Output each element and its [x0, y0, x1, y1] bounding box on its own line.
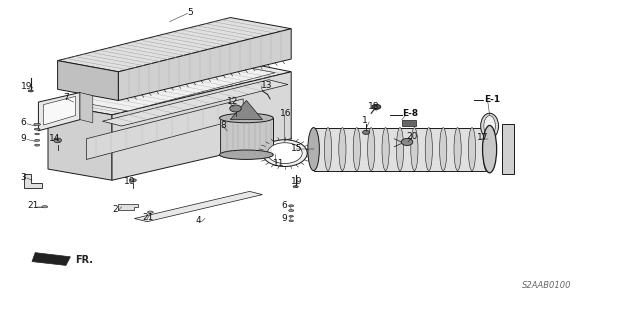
Ellipse shape — [220, 150, 273, 160]
Polygon shape — [48, 104, 112, 180]
Text: 21: 21 — [27, 201, 38, 210]
Text: 14: 14 — [49, 134, 60, 143]
Ellipse shape — [411, 128, 418, 171]
Ellipse shape — [289, 210, 294, 211]
Ellipse shape — [308, 128, 319, 171]
Text: FR.: FR. — [75, 255, 93, 265]
Ellipse shape — [54, 138, 61, 143]
Polygon shape — [38, 93, 80, 131]
Text: 20: 20 — [406, 132, 418, 141]
Polygon shape — [102, 80, 288, 126]
Text: 18: 18 — [368, 102, 380, 111]
Ellipse shape — [454, 128, 461, 171]
Polygon shape — [80, 93, 93, 123]
Ellipse shape — [367, 128, 375, 171]
Polygon shape — [118, 29, 291, 100]
Text: E-1: E-1 — [484, 95, 500, 104]
Ellipse shape — [483, 125, 497, 173]
Ellipse shape — [372, 104, 381, 109]
Ellipse shape — [230, 105, 241, 112]
Polygon shape — [118, 204, 138, 210]
Ellipse shape — [401, 138, 413, 145]
Text: 1: 1 — [362, 116, 367, 125]
Polygon shape — [70, 62, 275, 111]
Ellipse shape — [425, 128, 433, 171]
Text: 3: 3 — [20, 173, 26, 182]
Polygon shape — [112, 72, 291, 180]
Polygon shape — [230, 100, 262, 120]
Ellipse shape — [147, 211, 153, 213]
Ellipse shape — [353, 128, 360, 171]
Polygon shape — [58, 18, 291, 72]
Ellipse shape — [42, 206, 48, 208]
Text: 5: 5 — [188, 8, 193, 17]
Polygon shape — [402, 120, 416, 126]
Ellipse shape — [339, 128, 346, 171]
Ellipse shape — [28, 90, 33, 92]
Polygon shape — [314, 128, 486, 171]
Text: 4: 4 — [195, 216, 201, 225]
Ellipse shape — [310, 128, 317, 171]
Ellipse shape — [35, 133, 40, 135]
Ellipse shape — [483, 128, 490, 171]
Text: 2: 2 — [112, 205, 118, 214]
Text: 6: 6 — [282, 201, 287, 210]
Text: 19: 19 — [291, 177, 303, 186]
Text: 6: 6 — [20, 118, 26, 127]
Ellipse shape — [35, 144, 40, 146]
Ellipse shape — [396, 128, 404, 171]
Text: S2AAB0100: S2AAB0100 — [522, 281, 572, 290]
Text: 10: 10 — [124, 177, 135, 186]
Text: 9: 9 — [20, 134, 26, 143]
Text: 9: 9 — [282, 214, 287, 223]
Ellipse shape — [130, 179, 136, 182]
Ellipse shape — [440, 128, 447, 171]
Ellipse shape — [289, 205, 294, 207]
Polygon shape — [32, 253, 70, 265]
Ellipse shape — [262, 140, 307, 167]
Ellipse shape — [35, 128, 40, 130]
Text: 17: 17 — [477, 133, 488, 142]
Ellipse shape — [382, 128, 389, 171]
Ellipse shape — [220, 113, 273, 123]
Ellipse shape — [289, 220, 293, 221]
Polygon shape — [58, 61, 118, 100]
Text: 8: 8 — [221, 121, 227, 130]
Ellipse shape — [268, 143, 302, 164]
Ellipse shape — [362, 130, 370, 135]
Polygon shape — [44, 96, 76, 125]
Ellipse shape — [289, 216, 293, 217]
Ellipse shape — [481, 113, 499, 139]
Text: 12: 12 — [227, 97, 239, 106]
Text: 19: 19 — [20, 82, 32, 91]
Text: 21: 21 — [142, 213, 154, 222]
Text: E-8: E-8 — [403, 109, 419, 118]
Ellipse shape — [34, 123, 40, 126]
Ellipse shape — [293, 186, 298, 188]
Text: 11: 11 — [273, 159, 285, 168]
Polygon shape — [24, 174, 42, 188]
Polygon shape — [134, 191, 262, 222]
Ellipse shape — [324, 128, 332, 171]
Text: 15: 15 — [291, 144, 303, 153]
Text: 16: 16 — [280, 109, 292, 118]
Ellipse shape — [484, 116, 495, 137]
Text: 13: 13 — [261, 81, 273, 90]
Text: 7: 7 — [63, 93, 68, 102]
Ellipse shape — [35, 139, 40, 141]
Polygon shape — [502, 124, 514, 174]
Ellipse shape — [468, 128, 476, 171]
Polygon shape — [86, 99, 243, 160]
Polygon shape — [220, 118, 273, 155]
Polygon shape — [48, 59, 291, 115]
